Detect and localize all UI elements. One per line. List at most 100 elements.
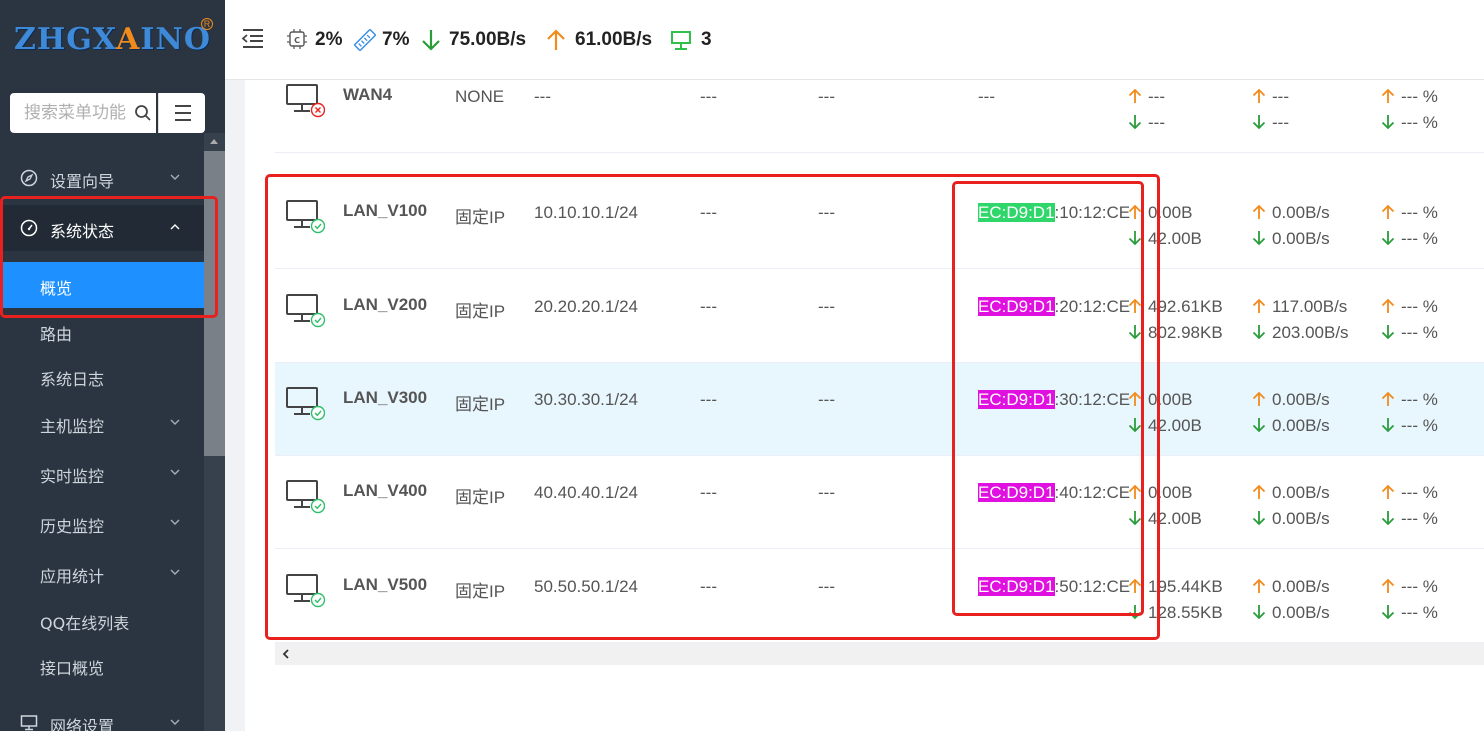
- mac-prefix-highlight: EC:D9:D1: [978, 297, 1055, 316]
- mac-prefix-highlight: EC:D9:D1: [978, 577, 1055, 596]
- arrow-down-icon: [422, 30, 440, 51]
- upload-percent: --- %: [1381, 297, 1438, 317]
- menu-search-box: [10, 93, 156, 133]
- search-icon[interactable]: [134, 104, 152, 122]
- header-bar: C 2% 7% 75.00B/s 61.00B/s 3: [225, 0, 1484, 80]
- gateway-value: ---: [700, 87, 717, 106]
- table-row[interactable]: LAN_V400 固定IP 40.40.40.1/24 --- --- EC:D9:D1:…: [275, 456, 1484, 549]
- download-percent: --- %: [1381, 229, 1438, 249]
- arrow-up-icon: [1252, 204, 1266, 219]
- arrow-down-icon: [1252, 325, 1266, 340]
- ip-address: 50.50.50.1/24: [534, 577, 638, 596]
- arrow-up-icon: [1128, 298, 1142, 313]
- arrow-up-icon: [1252, 484, 1266, 499]
- upload-percent: --- %: [1381, 390, 1438, 410]
- arrow-up-icon: [1381, 204, 1395, 219]
- mac-suffix: :10:12:CE: [1054, 203, 1131, 222]
- nav-iface-overview[interactable]: 接口概览: [0, 642, 204, 688]
- sidebar-collapse-icon[interactable]: [241, 27, 265, 49]
- nav-history-monitor[interactable]: 历史监控: [0, 500, 204, 546]
- arrow-up-icon: [1381, 484, 1395, 499]
- mac-suffix: ---: [978, 87, 995, 106]
- nav-network-settings-label: 网络设置: [50, 717, 115, 731]
- arrow-down-icon: [1252, 418, 1266, 433]
- nav-routing[interactable]: 路由: [0, 308, 204, 354]
- sidebar-scrollbar[interactable]: [204, 133, 225, 731]
- arrow-down-icon: [1128, 115, 1142, 130]
- arrow-up-icon: [547, 29, 565, 50]
- table-row[interactable]: LAN_V200 固定IP 20.20.20.1/24 --- --- EC:D9:D1:…: [275, 270, 1484, 363]
- nav-system-log-label: 系统日志: [40, 370, 105, 389]
- mac-address: EC:D9:D1:40:12:CE: [978, 483, 1130, 503]
- table-row[interactable]: WAN4 NONE --- --- --- --- --- --- --- --- --- % ---…: [275, 60, 1484, 153]
- download-rate: ---: [1252, 113, 1289, 133]
- arrow-down-icon: [1128, 605, 1142, 620]
- mac-prefix-highlight: EC:D9:D1: [978, 390, 1055, 409]
- nav-host-monitor[interactable]: 主机监控: [0, 400, 204, 446]
- sidebar: ZHGXAINO R 设置向导 系统状态 概览 路由 系统日志 主机监控 实时监…: [0, 0, 225, 731]
- upload-rate: 0.00B/s: [1252, 203, 1330, 223]
- monitor-icon: [20, 715, 38, 731]
- menu-search-input[interactable]: [10, 93, 130, 133]
- mac-suffix: :40:12:CE: [1054, 483, 1131, 502]
- ip-address: 40.40.40.1/24: [534, 483, 638, 502]
- dns-value: ---: [818, 390, 835, 409]
- mac-prefix-highlight: EC:D9:D1: [978, 483, 1055, 502]
- arrow-down-icon: [1381, 605, 1395, 620]
- arrow-down-icon: [1252, 511, 1266, 526]
- arrow-up-icon: [1128, 484, 1142, 499]
- nav-realtime-monitor[interactable]: 实时监控: [0, 450, 204, 496]
- sidebar-scrollbar-thumb[interactable]: [204, 151, 225, 456]
- upload-value: 61.00B/s: [575, 29, 653, 50]
- table-row[interactable]: LAN_V500 固定IP 50.50.50.1/24 --- --- EC:D9:D1:…: [275, 550, 1484, 643]
- download-total: 42.00B: [1128, 509, 1202, 529]
- arrow-down-icon: [1128, 325, 1142, 340]
- dns-value: ---: [818, 87, 835, 106]
- mac-suffix: :50:12:CE: [1054, 577, 1131, 596]
- monitor-icon: [671, 31, 691, 50]
- nav-app-stats[interactable]: 应用统计: [0, 550, 204, 596]
- ip-address: ---: [534, 87, 551, 106]
- scroll-up-arrow-icon[interactable]: [210, 139, 218, 144]
- connection-mode: 固定IP: [455, 582, 506, 601]
- online-hosts-stat: 3: [669, 28, 719, 52]
- upload-rate: 0.00B/s: [1252, 390, 1330, 410]
- mac-address: EC:D9:D1:30:12:CE: [978, 390, 1130, 410]
- cpu-stat: C 2%: [286, 28, 346, 52]
- upload-total: 0.00B: [1128, 390, 1192, 410]
- nav-setup-wizard-label: 设置向导: [50, 172, 115, 191]
- upload-rate: 117.00B/s: [1252, 297, 1347, 317]
- menu-list-button[interactable]: [158, 93, 205, 133]
- download-total: ---: [1128, 113, 1165, 133]
- table-row[interactable]: LAN_V300 固定IP 30.30.30.1/24 --- --- EC:D9:D1:…: [275, 363, 1484, 456]
- chevron-down-icon: [170, 419, 180, 425]
- upload-total: ---: [1128, 87, 1165, 107]
- table-row[interactable]: LAN_V100 固定IP 10.10.10.1/24 --- --- EC:D9:D1:…: [275, 176, 1484, 269]
- upload-rate: 0.00B/s: [1252, 483, 1330, 503]
- mac-suffix: :30:12:CE: [1054, 390, 1131, 409]
- download-rate: 0.00B/s: [1252, 509, 1330, 529]
- nav-overview[interactable]: 概览: [0, 262, 204, 308]
- arrow-down-icon: [1381, 231, 1395, 246]
- nav-setup-wizard[interactable]: 设置向导: [0, 155, 204, 201]
- download-rate: 0.00B/s: [1252, 229, 1330, 249]
- download-percent: --- %: [1381, 323, 1438, 343]
- chevron-down-icon: [170, 174, 180, 180]
- interface-name: LAN_V200: [343, 295, 428, 314]
- download-percent: --- %: [1381, 113, 1438, 133]
- svg-text:C: C: [294, 36, 300, 45]
- download-total: 42.00B: [1128, 416, 1202, 436]
- arrow-up-icon: [1381, 88, 1395, 103]
- nav-system-status[interactable]: 系统状态: [0, 205, 204, 251]
- nav-qq-online[interactable]: QQ在线列表: [0, 597, 204, 643]
- nav-network-settings[interactable]: 网络设置: [0, 700, 204, 731]
- chevron-left-icon[interactable]: [281, 649, 291, 659]
- nav-system-log[interactable]: 系统日志: [0, 353, 204, 399]
- dns-value: ---: [818, 203, 835, 222]
- dns-value: ---: [818, 483, 835, 502]
- mac-address: EC:D9:D1:10:12:CE: [978, 203, 1130, 223]
- logo: ZHGXAINO R: [0, 0, 225, 82]
- download-percent: --- %: [1381, 603, 1438, 623]
- table-horizontal-scrollbar[interactable]: [275, 643, 1484, 665]
- arrow-down-icon: [1381, 511, 1395, 526]
